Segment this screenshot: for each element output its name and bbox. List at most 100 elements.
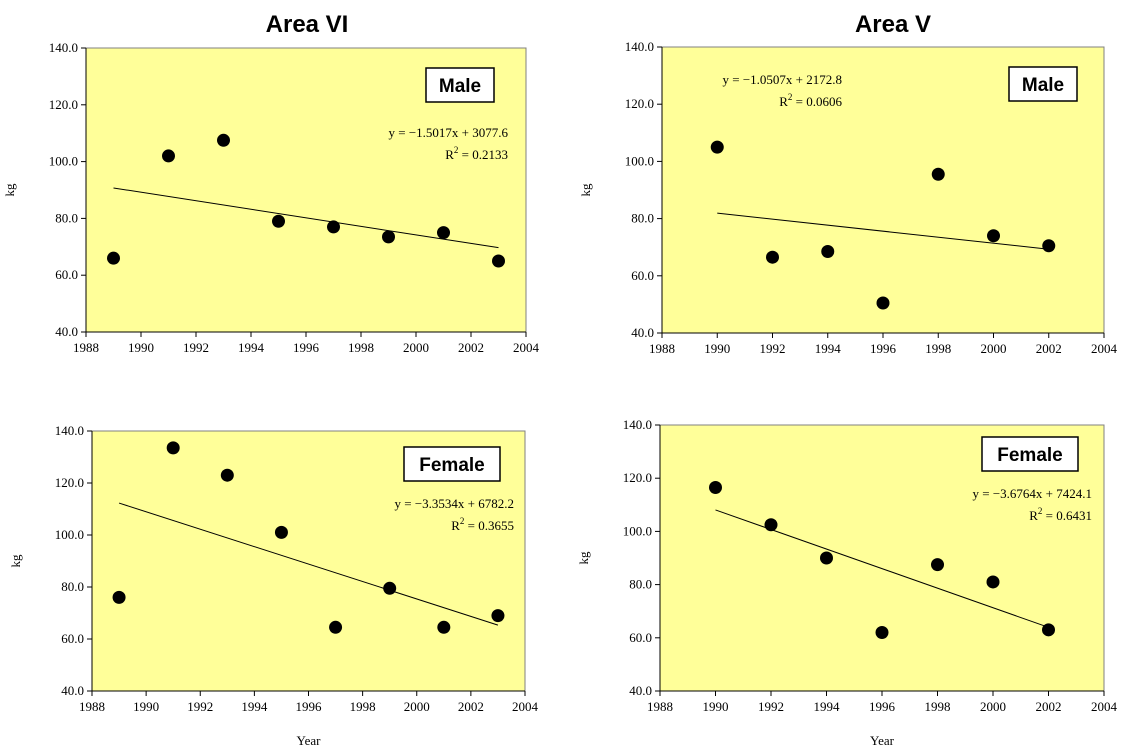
data-point: [166, 441, 180, 455]
y-tick-label: 60.0: [61, 631, 84, 646]
y-tick-label: 140.0: [625, 39, 654, 54]
x-tick-label: 1994: [238, 340, 265, 355]
data-point: [437, 226, 450, 240]
x-tick-label: 1990: [128, 340, 154, 355]
x-tick-label: 1990: [703, 699, 729, 714]
r-squared-value: = 0.6431: [1042, 508, 1092, 523]
y-tick-label: 40.0: [61, 683, 84, 698]
trendline-equation: y = −1.0507x + 2172.8: [723, 72, 843, 87]
y-tick-label: 100.0: [49, 154, 78, 169]
chart-panel-4: 40.0 60.0 80.0 100.0 120.0 140.0 1988 1990 1992 1…: [576, 417, 1118, 748]
sex-label: Male: [439, 76, 481, 97]
x-tick-label: 1990: [133, 699, 159, 714]
x-tick-label: 2002: [458, 340, 484, 355]
sex-label: Female: [997, 445, 1062, 466]
x-tick-label: 1998: [350, 699, 376, 714]
r-squared-symbol: R: [451, 518, 460, 533]
y-tick-label: 140.0: [49, 40, 78, 55]
data-point: [492, 254, 505, 268]
x-tick-label: 1996: [870, 341, 897, 356]
x-tick-label: 1994: [815, 341, 842, 356]
x-tick-label: 2002: [1036, 699, 1062, 714]
r-squared-value: = 0.2133: [458, 147, 508, 162]
data-point: [1042, 623, 1055, 637]
r-squared-superscript: 2: [454, 145, 459, 155]
y-tick-label: 120.0: [623, 470, 652, 485]
trendline-equation: y = −3.3534x + 6782.2: [395, 496, 515, 511]
data-point: [107, 251, 120, 265]
y-tick-label: 120.0: [49, 97, 78, 112]
x-tick-label: 2002: [458, 699, 484, 714]
r-squared-label: R2 = 0.6431: [1029, 506, 1092, 523]
data-point: [217, 133, 230, 147]
data-point: [820, 551, 833, 565]
y-tick-label: 100.0: [55, 527, 84, 542]
x-tick-label: 1992: [187, 699, 213, 714]
x-tick-label: 1994: [241, 699, 268, 714]
x-tick-label: 1996: [293, 340, 320, 355]
r-squared-value: = 0.0606: [792, 94, 842, 109]
sex-label: Male: [1022, 75, 1064, 96]
data-point: [986, 575, 1000, 589]
data-point: [112, 590, 126, 604]
data-point: [1042, 239, 1056, 253]
data-point: [764, 518, 778, 532]
y-tick-label: 140.0: [623, 417, 652, 432]
y-tick-label: 140.0: [55, 423, 84, 438]
data-point: [821, 244, 835, 258]
y-tick-label: 100.0: [625, 153, 654, 168]
chart-panel-2: Area V 40.0 60.0 80.0 100.0 120.0 140.0 1988 199…: [578, 11, 1118, 356]
x-tick-label: 2002: [1036, 341, 1062, 356]
x-tick-label: 1990: [704, 341, 730, 356]
y-axis-label: kg: [2, 183, 17, 197]
data-point: [931, 167, 945, 181]
r-squared-label: R2 = 0.3655: [451, 516, 514, 533]
x-tick-label: 1988: [73, 340, 99, 355]
r-squared-symbol: R: [445, 147, 454, 162]
y-tick-label: 60.0: [629, 630, 652, 645]
y-tick-label: 60.0: [55, 267, 78, 282]
r-squared-symbol: R: [779, 94, 788, 109]
data-point: [987, 229, 1000, 243]
sex-label-box: [981, 436, 1079, 472]
r-squared-label: R2 = 0.0606: [779, 92, 842, 109]
data-point: [329, 620, 343, 634]
x-tick-label: 1996: [296, 699, 323, 714]
x-tick-label: 2004: [1091, 699, 1118, 714]
data-point: [382, 230, 395, 244]
r-squared-superscript: 2: [1038, 506, 1043, 516]
data-point: [876, 296, 890, 310]
y-axis-label: kg: [8, 554, 23, 568]
x-tick-label: 1996: [869, 699, 896, 714]
data-point: [875, 625, 889, 639]
trendline: [113, 187, 499, 249]
y-tick-label: 80.0: [61, 579, 84, 594]
x-tick-label: 1998: [925, 699, 951, 714]
x-tick-label: 2000: [404, 699, 430, 714]
trendline: [118, 502, 499, 626]
x-tick-label: 2000: [980, 699, 1006, 714]
y-tick-label: 80.0: [55, 210, 78, 225]
sex-label-box: [403, 446, 501, 482]
chart-title: Area V: [855, 11, 931, 38]
r-squared-superscript: 2: [460, 516, 465, 526]
trendline: [717, 212, 1049, 250]
sex-label-box: [425, 67, 495, 103]
x-axis-label: Year: [297, 733, 322, 748]
data-point: [274, 525, 288, 539]
sex-label-box: [1008, 66, 1078, 102]
r-squared-superscript: 2: [788, 92, 793, 102]
x-tick-label: 1988: [647, 699, 673, 714]
x-tick-label: 1988: [79, 699, 105, 714]
y-tick-label: 40.0: [55, 324, 78, 339]
trendline-equation: y = −1.5017x + 3077.6: [389, 125, 509, 140]
chart-title: Area VI: [266, 11, 349, 38]
trendline-equation: y = −3.6764x + 7424.1: [973, 486, 1093, 501]
y-tick-label: 120.0: [55, 475, 84, 490]
x-tick-label: 1988: [649, 341, 675, 356]
x-tick-label: 2000: [403, 340, 429, 355]
chart-panel-3: 40.0 60.0 80.0 100.0 120.0 140.0 1988 1990 1992 1…: [8, 423, 539, 748]
data-point: [327, 220, 340, 234]
r-squared-value: = 0.3655: [464, 518, 514, 533]
